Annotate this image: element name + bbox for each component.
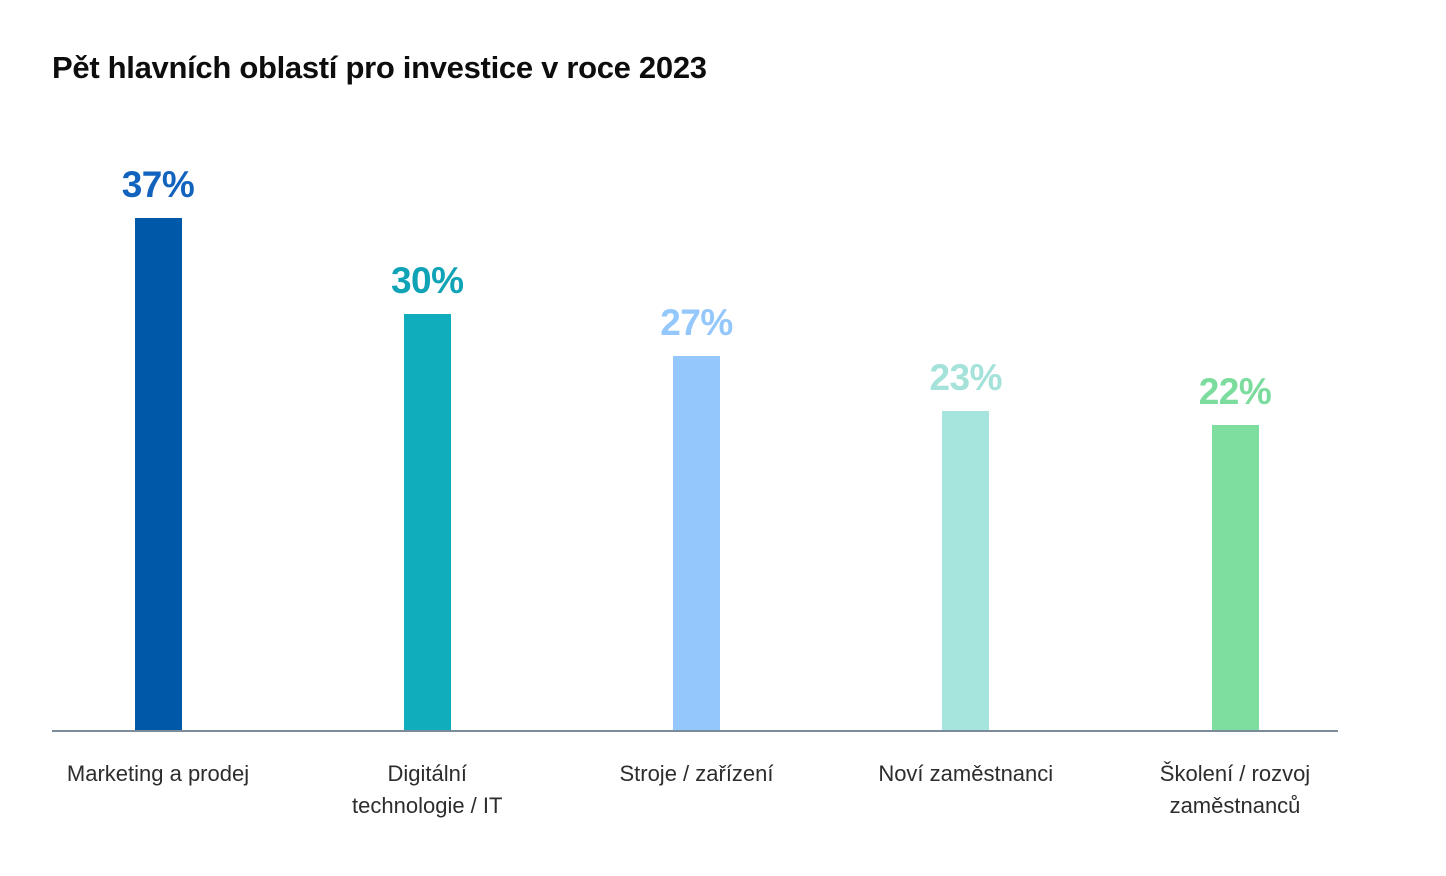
- bar-column: 37%: [38, 0, 278, 730]
- category-label: Školení / rozvoj zaměstnanců: [1115, 758, 1355, 822]
- category-label-line: Školení / rozvoj: [1159, 761, 1311, 786]
- category-label: Marketing a prodej: [38, 758, 278, 790]
- bar-column: 30%: [307, 0, 547, 730]
- category-label-line: zaměstnanců: [1169, 792, 1301, 818]
- x-axis-line: [52, 730, 1338, 732]
- bar-column: 27%: [577, 0, 817, 730]
- bar-value-label: 22%: [1198, 371, 1272, 412]
- bar: [942, 411, 990, 730]
- category-label: Stroje / zařízení: [577, 758, 817, 790]
- bar-value-label: 30%: [390, 260, 464, 301]
- bar-column: 22%: [1115, 0, 1355, 730]
- bar-value-label: 27%: [660, 302, 733, 343]
- category-label-line: Marketing a prodej: [66, 761, 250, 786]
- category-label-line: technologie / IT: [352, 792, 503, 818]
- chart-title: Pět hlavních oblastí pro investice v roc…: [52, 50, 707, 85]
- bar-column: 23%: [846, 0, 1086, 730]
- bar: [673, 356, 720, 730]
- category-label-line: Noví zaměstnanci: [878, 761, 1054, 786]
- bar-value-label: 37%: [121, 164, 195, 205]
- bar: [1211, 425, 1259, 730]
- bar: [134, 218, 182, 730]
- category-label: Noví zaměstnanci: [846, 758, 1086, 790]
- bar: [403, 314, 451, 730]
- category-label-line: Stroje / zařízení: [619, 761, 774, 786]
- bar-value-label: 23%: [929, 357, 1003, 398]
- category-label-line: Digitální: [387, 761, 467, 786]
- category-label: Digitální technologie / IT: [307, 758, 547, 822]
